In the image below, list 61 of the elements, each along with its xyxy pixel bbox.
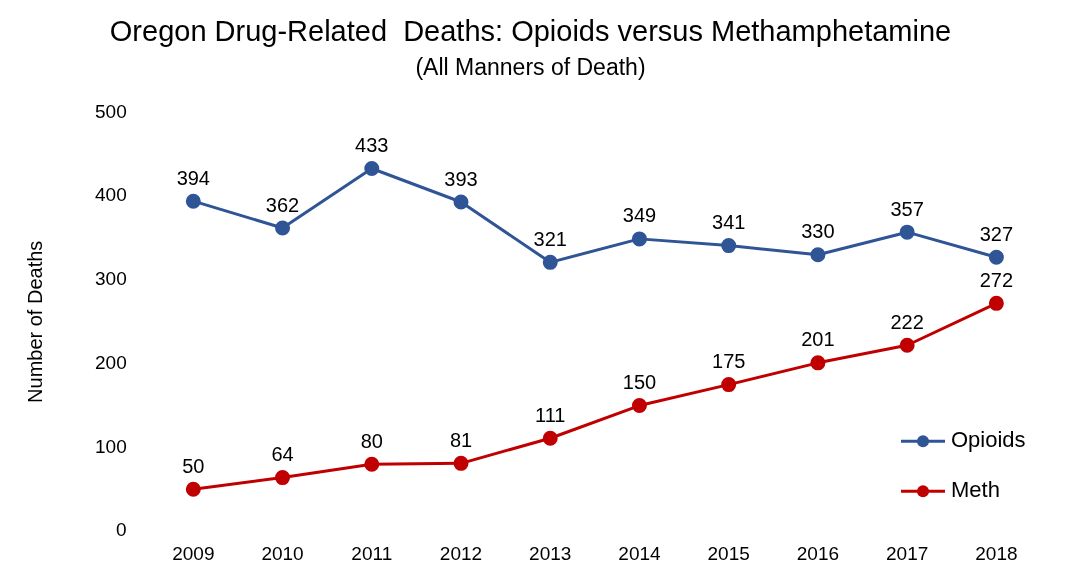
data-label: 341	[712, 211, 746, 234]
data-label: 394	[176, 166, 210, 189]
x-tick-label: 2012	[439, 542, 483, 564]
x-tick-label: 2010	[261, 542, 304, 564]
point	[185, 193, 201, 209]
y-tick-label: 200	[95, 351, 127, 373]
data-label: 321	[533, 227, 567, 250]
point	[453, 194, 469, 210]
data-label: 111	[535, 403, 566, 426]
y-tick-label: 400	[95, 184, 127, 206]
point	[988, 249, 1004, 265]
x-tick-label: 2014	[618, 542, 662, 564]
point	[185, 481, 201, 497]
point	[810, 247, 826, 263]
legend-label: Meth	[951, 477, 1000, 503]
data-label: 433	[355, 134, 389, 157]
point	[899, 337, 915, 353]
y-tick-label: 0	[116, 519, 127, 541]
point	[810, 355, 826, 371]
point	[275, 470, 291, 486]
data-label: 393	[444, 167, 478, 190]
data-label: 50	[182, 454, 205, 477]
y-tick-label: 100	[95, 435, 127, 457]
x-tick-label: 2009	[172, 542, 215, 564]
x-tick-label: 2011	[351, 542, 393, 564]
point	[631, 231, 647, 247]
y-axis-title: Number of Deaths	[23, 240, 46, 403]
data-label: 201	[801, 328, 835, 351]
data-label: 150	[622, 371, 657, 394]
data-label: 362	[265, 193, 300, 216]
point	[988, 295, 1004, 311]
point	[364, 161, 380, 177]
x-tick-label: 2015	[707, 542, 750, 564]
point	[721, 377, 737, 393]
data-label: 81	[449, 428, 473, 451]
x-tick-label: 2013	[529, 542, 572, 564]
data-label: 357	[890, 197, 924, 220]
legend-label: Opioids	[951, 427, 1026, 453]
data-label: 175	[712, 350, 746, 373]
point	[453, 455, 469, 471]
chart-title: Oregon Drug-Related Deaths: Opioids versus Methamphetamine	[109, 15, 952, 48]
chart-subtitle: (All Manners of Death)	[415, 53, 646, 80]
data-label: 64	[271, 443, 294, 466]
data-label: 327	[979, 222, 1014, 245]
data-label: 272	[979, 268, 1014, 291]
point	[899, 224, 915, 240]
point	[275, 220, 291, 236]
data-label: 222	[890, 310, 924, 333]
data-label: 330	[801, 220, 835, 243]
point	[721, 238, 737, 254]
point	[631, 398, 647, 414]
y-tick-label: 500	[95, 100, 127, 122]
point	[542, 430, 558, 446]
x-tick-label: 2017	[886, 542, 929, 564]
y-tick-label: 300	[95, 268, 127, 290]
data-label: 349	[622, 204, 657, 227]
x-tick-label: 2018	[975, 542, 1018, 564]
point	[364, 456, 380, 472]
point	[542, 254, 558, 270]
data-label: 80	[360, 429, 383, 452]
x-tick-label: 2016	[796, 542, 840, 564]
